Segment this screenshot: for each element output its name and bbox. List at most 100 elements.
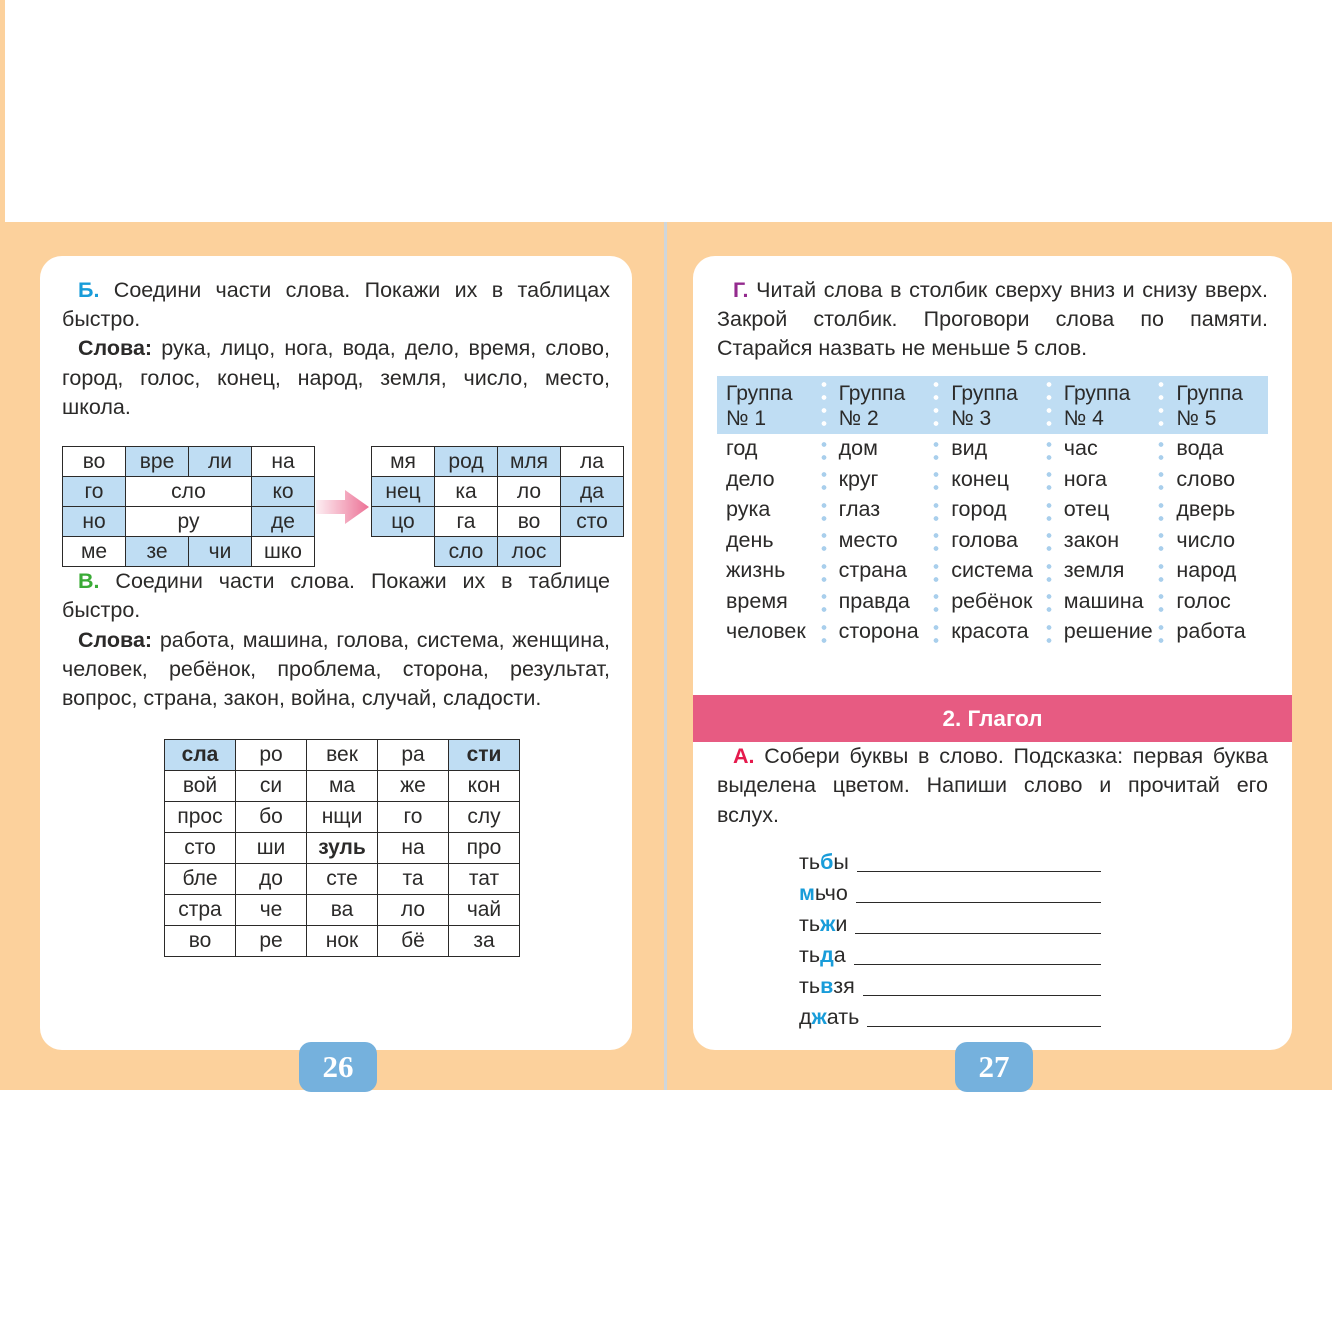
- syllable-cell: ва: [306, 894, 378, 927]
- group-word: дело: [726, 466, 775, 491]
- write-in-blank: [855, 901, 1101, 903]
- syllable-cell: бё: [377, 925, 449, 958]
- assembly-row: джать: [799, 999, 1101, 1030]
- syllable-cell: нец: [371, 476, 435, 508]
- syllable-cell: сло: [125, 476, 252, 508]
- syllable-table-big: сла ро век ра сти вой си ма же кон прос бо нщи го слу с…: [164, 739, 520, 958]
- syllable-cell: ро: [235, 739, 307, 772]
- syllable-cell: на: [251, 446, 315, 478]
- syllable-cell: сло: [434, 536, 498, 568]
- syllable-cell: мля: [497, 446, 561, 478]
- syllable-cell: но: [62, 506, 126, 538]
- dotted-separator: [1155, 433, 1168, 465]
- syllable-cell: ко: [251, 476, 315, 508]
- dotted-separator: [1155, 616, 1168, 648]
- syllable-cell: чай: [448, 894, 520, 927]
- write-in-blank: [862, 994, 1101, 996]
- syllable-tables-row: во вре ли на го сло ко но ру де ме зе чи шко мя род мля…: [62, 446, 624, 568]
- group-word: день: [726, 527, 774, 552]
- syllable-cell: слу: [448, 801, 520, 834]
- words-v-paragraph: Слова: работа, машина, голова, система, …: [62, 626, 610, 714]
- task-b-letter: Б.: [78, 278, 100, 302]
- group-word: отец: [1063, 497, 1110, 522]
- group-word: жизнь: [726, 558, 786, 583]
- syllable-cell: та: [377, 863, 449, 896]
- dotted-separator: [930, 586, 943, 617]
- syllable-cell: бле: [164, 863, 236, 896]
- group-word: страна: [838, 558, 907, 583]
- group-word: работа: [1176, 619, 1246, 644]
- syllable-cell: сте: [306, 863, 378, 896]
- group-word: дверь: [1176, 497, 1236, 522]
- syllable-cell: цо: [371, 506, 435, 538]
- page-number-badge-26: 26: [299, 1042, 377, 1092]
- table-row: во ре нок бё за: [164, 925, 520, 958]
- group-word: вид: [951, 436, 988, 461]
- table-row: го сло ко: [62, 476, 315, 508]
- highlighted-letter: б: [820, 850, 834, 875]
- syllable-cell: ра: [377, 739, 449, 772]
- dotted-separator: [817, 433, 830, 465]
- group-word: земля: [1063, 558, 1125, 583]
- group-word: человек: [726, 619, 806, 644]
- assembly-label: джать: [799, 1005, 860, 1030]
- syllable-cell: прос: [164, 801, 236, 834]
- syllable-cell: род: [434, 446, 498, 478]
- assembly-label: мьчо: [799, 881, 848, 906]
- assembly-row: тьвзя: [799, 968, 1101, 999]
- group-header: Группа № 4: [1054, 375, 1156, 434]
- syllable-cell: ли: [188, 446, 252, 478]
- table-row: сто ши зуль на про: [164, 832, 520, 865]
- assembly-label: тьда: [799, 943, 846, 968]
- syllable-cell: ме: [62, 536, 126, 568]
- dotted-separator: [1042, 375, 1055, 434]
- group-header: Группа № 2: [829, 375, 931, 434]
- dotted-separator: [930, 464, 943, 495]
- assembly-row: тьда: [799, 937, 1101, 968]
- group-word: система: [951, 558, 1033, 583]
- dotted-separator: [1042, 433, 1055, 465]
- syllable-cell: до: [235, 863, 307, 896]
- syllable-cell: шко: [251, 536, 315, 568]
- syllable-cell: зуль: [306, 832, 378, 865]
- group-word: нога: [1063, 466, 1107, 491]
- table-row: но ру де: [62, 506, 315, 538]
- group-word: глаз: [838, 497, 881, 522]
- task-g-text: Читай слова в столбик сверху вниз и сниз…: [717, 278, 1268, 361]
- group-word: решение: [1063, 619, 1153, 644]
- dotted-separator: [1042, 525, 1055, 556]
- syllable-cell: чи: [188, 536, 252, 568]
- syllable-cell: го: [377, 801, 449, 834]
- syllable-cell: де: [251, 506, 315, 538]
- write-in-blank: [867, 1025, 1101, 1027]
- group-word: конец: [951, 466, 1009, 491]
- syllable-cell: зе: [125, 536, 189, 568]
- syllable-cell: ло: [497, 476, 561, 508]
- syllable-table-left: во вре ли на го сло ко но ру де ме зе чи шко: [62, 446, 315, 568]
- group-word: ребёнок: [951, 588, 1033, 613]
- task-a-letter: А.: [733, 744, 755, 769]
- table-row: вой си ма же кон: [164, 770, 520, 803]
- section-banner: 2. Глагол: [693, 695, 1292, 743]
- syllable-cell: ма: [306, 770, 378, 803]
- dotted-separator: [1042, 586, 1055, 617]
- dotted-separator: [1042, 555, 1055, 587]
- table-row: во вре ли на: [62, 446, 315, 478]
- syllable-cell: ка: [434, 476, 498, 508]
- page-number-badge-27: 27: [955, 1042, 1033, 1092]
- syllable-cell: сто: [164, 832, 236, 865]
- group-word: сторона: [838, 619, 919, 644]
- table-row: сло лос: [372, 536, 624, 568]
- dotted-separator: [1155, 464, 1168, 495]
- syllable-cell: бо: [235, 801, 307, 834]
- syllable-cell: век: [306, 739, 378, 772]
- words-v-list: работа, машина, голова, система, женщина…: [62, 627, 610, 711]
- task-g-paragraph: Г. Читай слова в столбик сверху вниз и с…: [717, 256, 1268, 364]
- assembly-row: тьбы: [799, 844, 1101, 875]
- table-row: нец ка ло да: [371, 476, 624, 508]
- group-word: закон: [1063, 527, 1120, 552]
- group-word: рука: [726, 497, 771, 522]
- words-b-list: рука, лицо, нога, вода, дело, время, сло…: [62, 336, 610, 419]
- syllable-cell: че: [235, 894, 307, 927]
- syllable-cell: си: [235, 770, 307, 803]
